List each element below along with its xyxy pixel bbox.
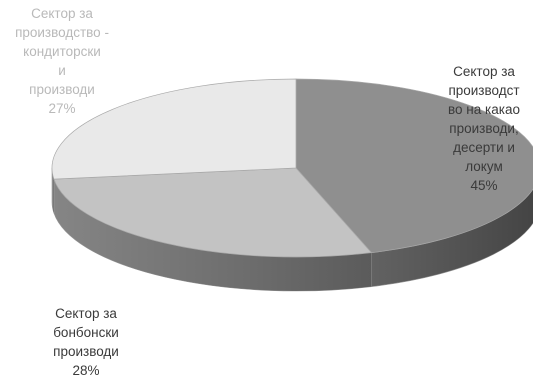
slice-label-line: производи: [29, 82, 95, 97]
slice-label-line: Сектор за: [31, 6, 93, 21]
pie-slice-side-shade-0: [371, 189, 533, 287]
slice-label-line: бонбонски: [53, 325, 119, 340]
slice-label-line: во на какао: [448, 102, 520, 117]
pie-slice-2: [51, 78, 297, 180]
slice-percent-0: 45%: [470, 178, 497, 193]
pie-layer: [51, 78, 533, 292]
pie-slice-side-shade-1: [53, 179, 372, 292]
label-layer: Сектор за производст во на какао производи,…: [15, 6, 520, 378]
slice-percent-1: 28%: [72, 363, 99, 378]
slice-label-line: Сектор за: [55, 306, 117, 321]
slice-label-line: десерти и: [453, 140, 515, 155]
pie-slice-side-shade-2: [52, 168, 54, 214]
slice-percent-2: 27%: [48, 101, 75, 116]
pie-slice-0: [295, 78, 533, 254]
slice-label-line: локум: [465, 159, 502, 174]
slice-label-line: Сектор за: [453, 64, 515, 79]
slice-label-line: и: [58, 63, 66, 78]
pie-slice-1: [53, 167, 373, 258]
slice-label-1: Сектор за бонбонски производи 28%: [53, 306, 119, 378]
slice-label-0: Сектор за производст во на какао производи,…: [448, 64, 520, 193]
slice-label-line: производи: [53, 344, 119, 359]
slice-label-line: производст: [448, 83, 519, 98]
slice-label-2: Сектор за производство - кондиторски и произ…: [15, 6, 109, 116]
slice-label-line: производи,: [449, 121, 518, 136]
slice-label-line: производство -: [15, 25, 109, 40]
slice-label-line: кондиторски: [23, 44, 101, 59]
